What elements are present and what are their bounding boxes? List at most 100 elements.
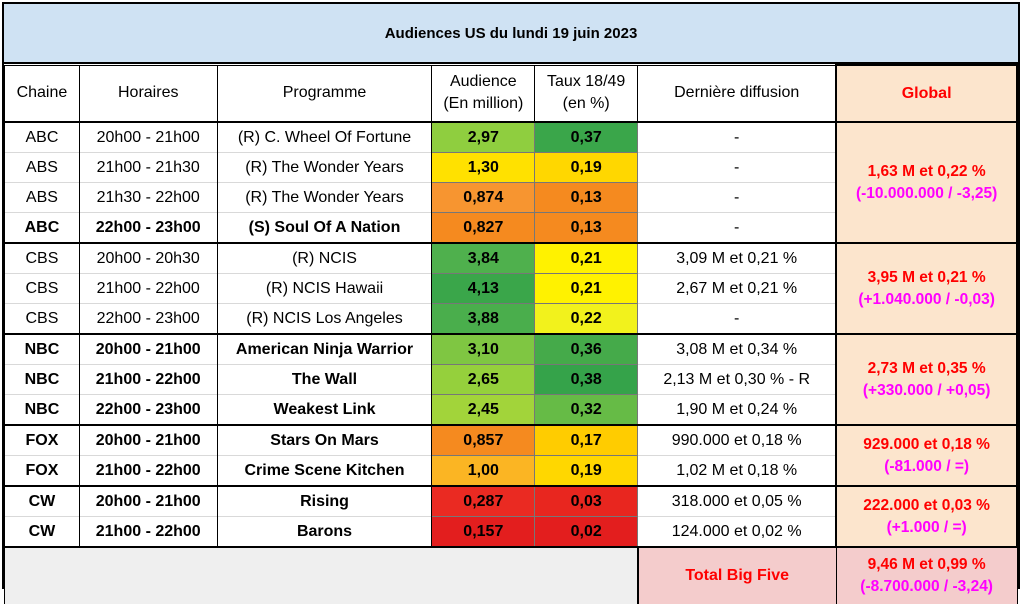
cell-chaine: ABC: [4, 121, 80, 153]
table-row: FOX 20h00 - 21h00 Stars On Mars 0,857 0,17 99…: [4, 424, 1018, 487]
cell-taux: 0,03: [534, 485, 639, 517]
cell-chaine: NBC: [4, 394, 80, 425]
cell-chaine: NBC: [4, 333, 80, 365]
cell-chaine: ABS: [4, 182, 80, 213]
cell-taux: 0,13: [534, 212, 639, 244]
cell-taux: 0,21: [534, 273, 639, 304]
cell-chaine: CW: [4, 516, 80, 547]
cell-derniere-diffusion: 3,09 M et 0,21 %: [637, 242, 837, 274]
cell-audience: 0,287: [431, 485, 536, 517]
table-title: Audiences US du lundi 19 juin 2023: [4, 4, 1018, 64]
cell-horaires: 20h00 - 20h30: [78, 242, 218, 274]
cell-derniere-diffusion: 318.000 et 0,05 %: [637, 485, 837, 517]
table-row: NBC 22h00 - 23h00 Weakest Link 2,45 0,32 1,90…: [4, 394, 1018, 426]
table-row: CBS 22h00 - 23h00 (R) NCIS Los Angeles 3,88…: [4, 303, 1018, 335]
header-audience: Audience (En million): [431, 64, 536, 123]
cell-programme: (R) NCIS Hawaii: [216, 273, 433, 304]
header-derniere-diffusion: Dernière diffusion: [637, 64, 837, 123]
cell-derniere-diffusion: 2,67 M et 0,21 %: [637, 273, 837, 304]
header-audience-line2: (En million): [443, 95, 524, 113]
global-summary-value: 1,63 M et 0,22 %: [867, 162, 986, 180]
cell-audience: 0,157: [431, 516, 536, 548]
cell-derniere-diffusion: -: [637, 152, 837, 183]
cell-programme: (S) Soul Of A Nation: [216, 212, 433, 243]
total-big-five-label: Total Big Five: [637, 546, 837, 604]
cell-audience: 2,97: [431, 121, 536, 153]
cell-programme: (R) The Wonder Years: [216, 152, 433, 183]
cell-taux: 0,17: [534, 424, 639, 456]
global-summary: 929.000 et 0,18 % (-81.000 / =): [835, 424, 1018, 487]
header-programme: Programme: [216, 64, 433, 123]
header-audience-line1: Audience: [449, 73, 517, 91]
cell-derniere-diffusion: 124.000 et 0,02 %: [637, 516, 837, 547]
table-row: NBC 20h00 - 21h00 American Ninja Warrior 3,…: [4, 333, 1018, 426]
cell-programme: (R) C. Wheel Of Fortune: [216, 121, 433, 153]
cell-horaires: 22h00 - 23h00: [78, 212, 218, 243]
global-summary-change: (+330.000 / +0,05): [862, 381, 991, 399]
cell-audience: 0,827: [431, 212, 536, 244]
cell-audience: 1,30: [431, 152, 536, 183]
cell-taux: 0,36: [534, 333, 639, 365]
cell-audience: 2,45: [431, 394, 536, 426]
table-row: CBS 21h00 - 22h00 (R) NCIS Hawaii 4,13 0,21 2…: [4, 273, 1018, 304]
header-global: Global: [835, 64, 1018, 123]
cell-horaires: 21h00 - 22h00: [78, 364, 218, 395]
header-taux-line1: Taux 18/49: [547, 73, 626, 91]
cell-programme: Rising: [216, 485, 433, 517]
cell-programme: American Ninja Warrior: [216, 333, 433, 365]
cell-horaires: 21h00 - 21h30: [78, 152, 218, 183]
cell-chaine: ABS: [4, 152, 80, 183]
global-summary: 3,95 M et 0,21 % (+1.040.000 / -0,03): [835, 242, 1018, 335]
cell-audience: 1,00: [431, 455, 536, 487]
table-row: CBS 20h00 - 20h30 (R) NCIS 3,84 0,21 3,09 M e…: [4, 242, 1018, 335]
cell-horaires: 21h30 - 22h00: [78, 182, 218, 213]
global-summary-value: 222.000 et 0,03 %: [863, 496, 990, 514]
cell-taux: 0,13: [534, 182, 639, 213]
cell-audience: 3,10: [431, 333, 536, 365]
global-summary-change: (-10.000.000 / -3,25): [855, 184, 998, 202]
cell-chaine: CBS: [4, 273, 80, 304]
cell-derniere-diffusion: -: [637, 121, 837, 153]
header-row: Chaine Horaires Programme Audience (En m…: [4, 64, 1018, 123]
table-row: CW 21h00 - 22h00 Barons 0,157 0,02 124.000 et…: [4, 516, 1018, 548]
cell-chaine: FOX: [4, 455, 80, 486]
cell-horaires: 22h00 - 23h00: [78, 303, 218, 334]
header-chaine: Chaine: [4, 64, 80, 123]
cell-derniere-diffusion: 1,02 M et 0,18 %: [637, 455, 837, 486]
cell-audience: 0,874: [431, 182, 536, 213]
cell-audience: 2,65: [431, 364, 536, 395]
cell-taux: 0,38: [534, 364, 639, 395]
cell-taux: 0,02: [534, 516, 639, 548]
total-big-five-value: 9,46 M et 0,99 % (-8.700.000 / -3,24): [835, 546, 1018, 604]
table-row: ABS 21h00 - 21h30 (R) The Wonder Years 1,30…: [4, 152, 1018, 183]
cell-programme: (R) The Wonder Years: [216, 182, 433, 213]
total-row: Total Big Five 9,46 M et 0,99 % (-8.700.00…: [3, 546, 1018, 604]
table-row: ABC 22h00 - 23h00 (S) Soul Of A Nation 0,82…: [4, 212, 1018, 244]
cell-chaine: CBS: [4, 242, 80, 274]
cell-chaine: FOX: [4, 424, 80, 456]
table-row: CW 20h00 - 21h00 Rising 0,287 0,03 318.000 et…: [4, 485, 1018, 548]
cell-taux: 0,21: [534, 242, 639, 274]
cell-derniere-diffusion: 990.000 et 0,18 %: [637, 424, 837, 456]
cell-programme: Weakest Link: [216, 394, 433, 425]
global-summary: 222.000 et 0,03 % (+1.000 / =): [835, 485, 1018, 548]
table-row: FOX 21h00 - 22h00 Crime Scene Kitchen 1,00 0…: [4, 455, 1018, 487]
global-summary: 2,73 M et 0,35 % (+330.000 / +0,05): [835, 333, 1018, 426]
global-summary: 1,63 M et 0,22 % (-10.000.000 / -3,25): [835, 121, 1018, 244]
global-summary-value: 2,73 M et 0,35 %: [867, 359, 986, 377]
global-summary-value: 3,95 M et 0,21 %: [867, 268, 986, 286]
cell-audience: 3,84: [431, 242, 536, 274]
global-summary-change: (+1.040.000 / -0,03): [858, 290, 995, 308]
total-value-line: 9,46 M et 0,99 %: [867, 556, 986, 573]
cell-derniere-diffusion: -: [637, 212, 837, 243]
cell-taux: 0,19: [534, 455, 639, 487]
table-body: ABC 20h00 - 21h00 (R) C. Wheel Of Fortune 2…: [3, 121, 1018, 604]
header-taux-line2: (en %): [562, 95, 610, 113]
cell-derniere-diffusion: -: [637, 303, 837, 334]
global-summary-change: (-81.000 / =): [884, 457, 970, 475]
cell-derniere-diffusion: 3,08 M et 0,34 %: [637, 333, 837, 365]
cell-programme: Stars On Mars: [216, 424, 433, 456]
cell-programme: (R) NCIS: [216, 242, 433, 274]
global-summary-change: (+1.000 / =): [886, 518, 967, 536]
cell-audience: 0,857: [431, 424, 536, 456]
